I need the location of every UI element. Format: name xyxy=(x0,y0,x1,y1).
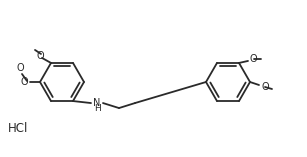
Text: O: O xyxy=(16,63,24,73)
Text: HCl: HCl xyxy=(8,122,28,135)
Text: O: O xyxy=(36,51,44,61)
Text: O: O xyxy=(250,54,258,64)
Text: O: O xyxy=(261,82,269,92)
Text: H: H xyxy=(94,104,101,113)
Text: O: O xyxy=(20,77,28,87)
Text: N: N xyxy=(93,98,100,108)
